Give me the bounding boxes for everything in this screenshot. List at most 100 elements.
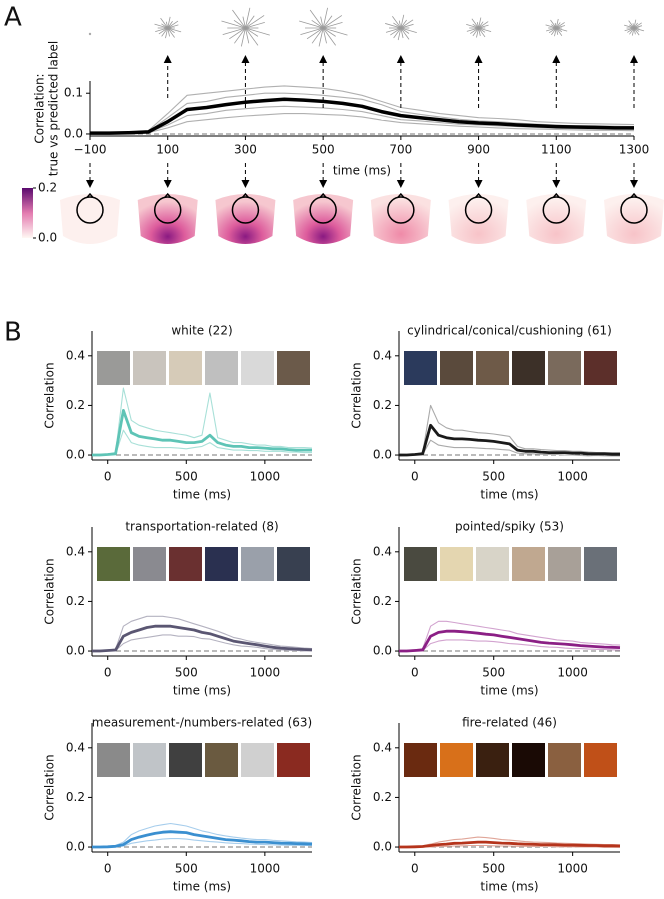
thumbnail — [97, 351, 130, 385]
star-ray — [472, 23, 479, 29]
star-ray — [400, 23, 414, 29]
star-ray — [478, 27, 492, 33]
thumbnail — [512, 743, 545, 777]
y-tick-label: 0.0 — [66, 448, 85, 462]
series-line — [92, 830, 313, 849]
series-line — [399, 629, 621, 653]
star-ray — [400, 14, 405, 29]
x-tick-label: 0 — [411, 862, 419, 876]
arrow-head — [319, 55, 328, 63]
head-outline — [231, 196, 260, 224]
star-ray — [392, 15, 402, 29]
star-ray — [245, 27, 259, 46]
x-tick-label: 500 — [482, 862, 505, 876]
star-ray — [471, 18, 479, 29]
y-tick-label: 0.0 — [66, 644, 85, 658]
topomap — [215, 194, 276, 244]
star-ray — [167, 27, 182, 33]
arrow-head — [86, 180, 94, 188]
topomap — [293, 194, 354, 244]
star-ray — [167, 16, 171, 29]
thumbnail — [548, 351, 581, 385]
x-tick-label: 0 — [104, 470, 112, 484]
x-tick-label: 0 — [411, 470, 419, 484]
thumbnail — [404, 743, 437, 777]
x-tick-label: 500 — [175, 666, 198, 680]
topomap — [604, 194, 664, 244]
x-tick-label: 1000 — [557, 666, 588, 680]
thumbnail — [512, 351, 545, 385]
y-tick-label: 0.2 — [373, 398, 392, 412]
thumbnail — [169, 547, 202, 581]
star-ray — [400, 27, 410, 34]
thumbnail — [584, 547, 617, 581]
x-tick-label: 500 — [482, 470, 505, 484]
thumbnail — [584, 351, 617, 385]
star-ray — [398, 20, 402, 29]
star-ray — [245, 15, 255, 29]
arrow-head — [241, 55, 250, 63]
chart-title: pointed/spiky (53) — [455, 520, 564, 534]
head-nose — [630, 192, 638, 198]
panel-label: B — [4, 318, 22, 348]
head-nose — [475, 192, 483, 198]
x-axis-label: time (ms) — [480, 684, 538, 698]
star-ray — [245, 15, 265, 29]
star-ray — [548, 27, 557, 34]
star-ray — [466, 24, 479, 29]
star-ray — [397, 27, 402, 41]
x-tick-label: 0 — [104, 666, 112, 680]
thumbnail — [476, 547, 509, 581]
x-tick-label: 500 — [175, 470, 198, 484]
thumbnail — [476, 743, 509, 777]
star-ray — [234, 27, 246, 44]
series-line — [399, 840, 621, 849]
x-tick-label: 0 — [104, 862, 112, 876]
star-ray — [311, 27, 324, 44]
star-ray — [242, 16, 246, 29]
thumbnail — [277, 351, 310, 385]
star-ray — [629, 27, 635, 35]
topomap — [137, 194, 198, 244]
star-ray — [245, 7, 251, 29]
star-ray — [167, 20, 179, 29]
x-tick-label: 0 — [411, 666, 419, 680]
star-ray — [627, 27, 635, 33]
star-ray — [478, 27, 481, 36]
thumbnail — [205, 547, 238, 581]
y-tick-label: 0.4 — [66, 348, 85, 362]
thumbnail — [548, 743, 581, 777]
star-ray — [400, 27, 410, 40]
star-ray — [322, 27, 336, 37]
star-ray — [633, 27, 636, 35]
arrow-head — [630, 180, 638, 188]
x-tick-label: 300 — [234, 143, 257, 157]
y-axis-label: Correlation — [43, 558, 57, 624]
star-ray — [229, 27, 246, 40]
chart-title: cylindrical/conical/cushioning (61) — [407, 324, 612, 338]
chart-title: measurement-/numbers-related (63) — [92, 716, 312, 730]
y-axis-label: Correlation — [43, 362, 57, 428]
star-ray — [478, 27, 486, 38]
thumbnail — [241, 547, 274, 581]
y-tick-label: 0.0 — [66, 840, 85, 854]
head-nose — [164, 192, 172, 198]
y-axis-label: Correlation — [350, 362, 364, 428]
star-ray — [322, 15, 343, 29]
series-line — [399, 844, 620, 849]
arrow-head — [163, 55, 172, 63]
head-outline — [387, 196, 415, 224]
star-ray — [551, 27, 557, 36]
thumbnail — [277, 743, 310, 777]
star-ray — [466, 27, 479, 32]
x-axis-label: time (ms) — [173, 488, 231, 502]
star-ray — [233, 19, 246, 29]
head-outline — [153, 196, 182, 224]
thumbnail — [512, 547, 545, 581]
y-axis-label: Correlation — [43, 754, 57, 820]
series-line — [399, 639, 621, 653]
thumbnail — [440, 547, 473, 581]
star-ray — [478, 24, 489, 29]
star-ray — [165, 21, 169, 29]
